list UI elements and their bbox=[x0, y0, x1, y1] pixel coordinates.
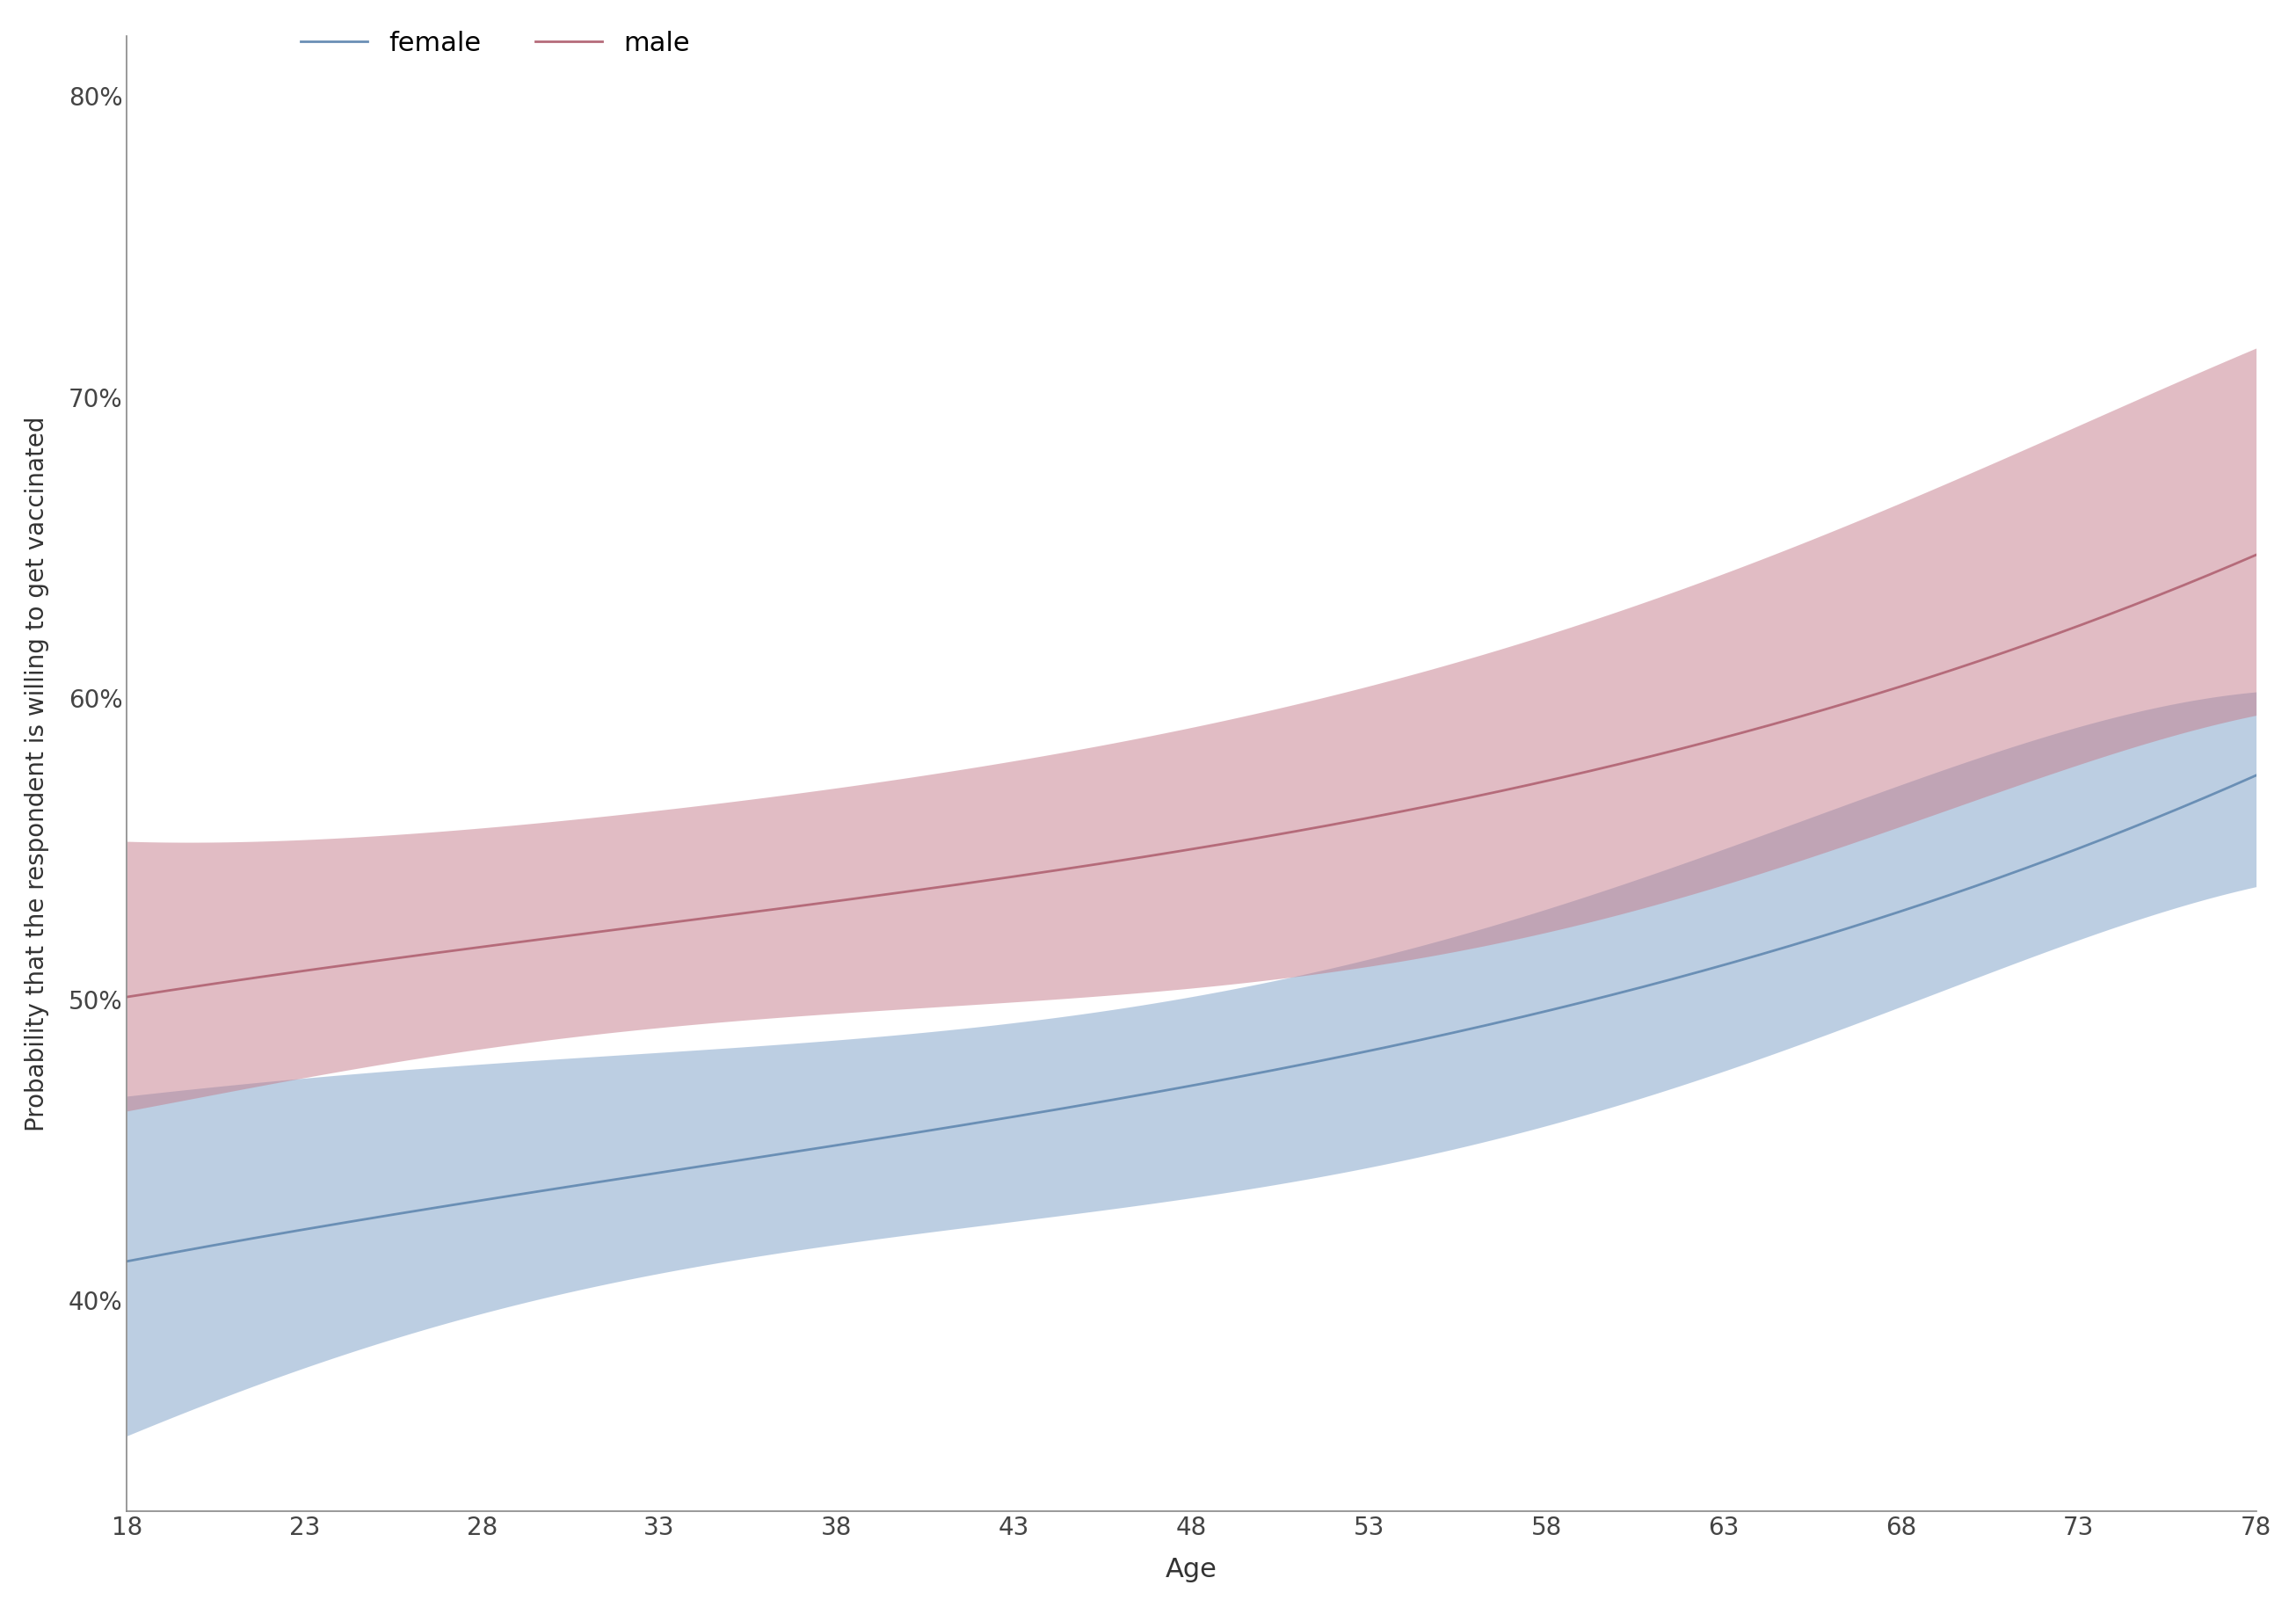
female bbox=[1857, 911, 1885, 930]
male bbox=[2190, 567, 2218, 587]
female bbox=[1380, 1037, 1407, 1056]
Y-axis label: Probability that the respondent is willing to get vaccinated: Probability that the respondent is willi… bbox=[25, 416, 48, 1131]
X-axis label: Age: Age bbox=[1166, 1557, 1217, 1583]
female bbox=[1265, 1059, 1293, 1078]
Line: female: female bbox=[126, 775, 2257, 1261]
male bbox=[1125, 848, 1153, 868]
male bbox=[113, 987, 140, 1006]
female bbox=[2190, 787, 2218, 807]
male bbox=[1265, 824, 1293, 844]
male bbox=[1380, 804, 1407, 823]
female bbox=[1125, 1086, 1153, 1106]
Line: male: male bbox=[126, 554, 2257, 996]
female bbox=[2243, 765, 2271, 784]
male bbox=[1137, 845, 1164, 865]
male bbox=[1857, 686, 1885, 705]
female bbox=[1137, 1083, 1164, 1102]
Legend: female, male: female, male bbox=[289, 19, 700, 66]
male bbox=[2243, 545, 2271, 564]
female bbox=[113, 1252, 140, 1271]
